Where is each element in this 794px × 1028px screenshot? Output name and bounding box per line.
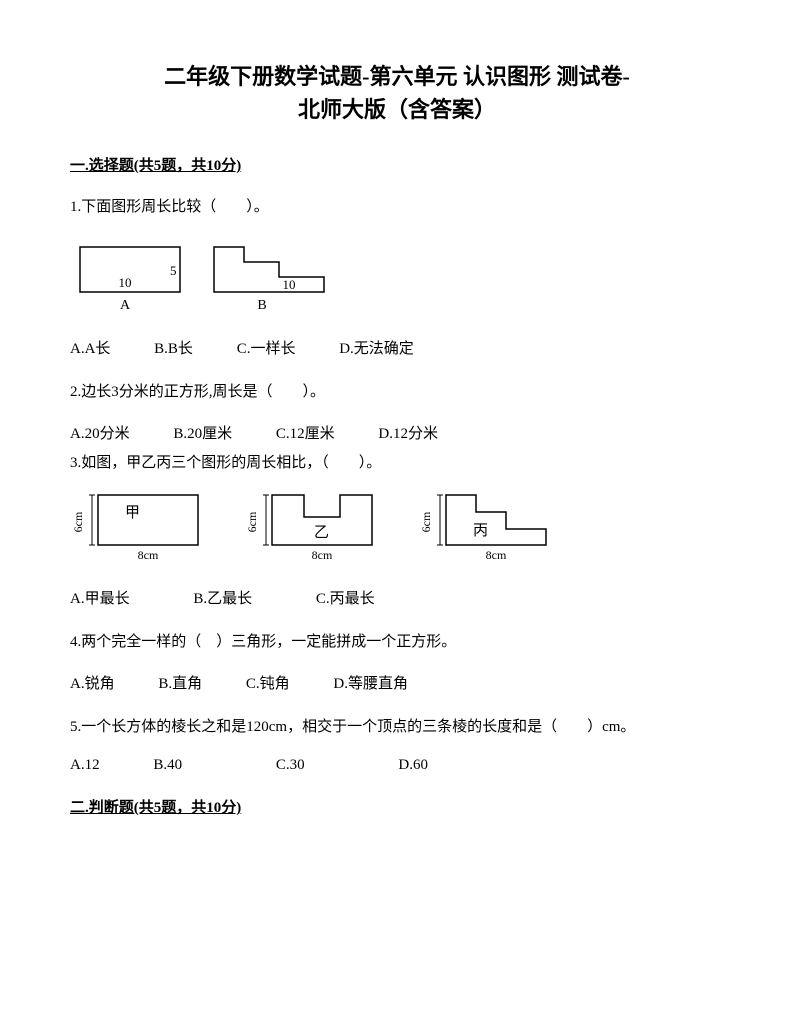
q3-fig1-h: 6cm: [71, 511, 85, 532]
q3-figure-3: 丙 6cm 8cm: [418, 487, 558, 567]
q4-opt-c: C.钝角: [246, 672, 290, 693]
q2-opt-d: D.12分米: [378, 422, 438, 443]
section-1-header: 一.选择题(共5题，共10分): [70, 154, 724, 175]
section-2-header: 二.判断题(共5题，共10分): [70, 796, 724, 817]
q2-opt-a: A.20分米: [70, 422, 130, 443]
q5-opt-a: A.12: [70, 757, 100, 774]
q5-options: A.12 B.40 C.30 D.60: [70, 757, 724, 774]
q1-text: 1.下面图形周长比较（ ）。: [70, 195, 724, 219]
q3-opt-c: C.丙最长: [316, 587, 375, 608]
q3-fig3-w: 8cm: [486, 548, 507, 562]
q3-opt-b: B.乙最长: [193, 587, 252, 608]
q4-opt-b: B.直角: [158, 672, 202, 693]
q4-options: A.锐角 B.直角 C.钝角 D.等腰直角: [70, 672, 724, 693]
q5-text: 5.一个长方体的棱长之和是120cm，相交于一个顶点的三条棱的长度和是（ ）cm…: [70, 715, 724, 739]
q1-opt-c: C.一样长: [237, 337, 296, 358]
q5-opt-c: C.30: [276, 757, 305, 774]
title-line-2: 北师大版（含答案）: [298, 97, 496, 122]
q2-opt-c: C.12厘米: [276, 422, 335, 443]
q3-opt-a: A.甲最长: [70, 587, 130, 608]
q1-figures: 10 5 A 10 B: [70, 237, 724, 317]
q1-figure-a: 10 5 A: [70, 237, 200, 317]
q3-fig1-w: 8cm: [138, 548, 159, 562]
q1-figure-b: 10 B: [204, 237, 344, 317]
q3-fig3-h: 6cm: [419, 511, 433, 532]
q1-opt-d: D.无法确定: [339, 337, 414, 358]
q3-options: A.甲最长 B.乙最长 C.丙最长: [70, 587, 724, 608]
q1-figb-width: 10: [283, 277, 296, 292]
q2-opt-b: B.20厘米: [173, 422, 232, 443]
q1-figa-label: A: [120, 298, 131, 313]
q3-figure-1: 甲 6cm 8cm: [70, 487, 210, 567]
q2-text: 2.边长3分米的正方形,周长是（ ）。: [70, 380, 724, 404]
q5-opt-d: D.60: [398, 757, 428, 774]
q1-figa-height: 5: [170, 263, 177, 278]
q1-opt-b: B.B长: [154, 337, 193, 358]
q4-text: 4.两个完全一样的（ ）三角形，一定能拼成一个正方形。: [70, 630, 724, 654]
exam-page: 二年级下册数学试题-第六单元 认识图形 测试卷- 北师大版（含答案） 一.选择题…: [0, 0, 794, 1028]
q2-options: A.20分米 B.20厘米 C.12厘米 D.12分米: [70, 422, 724, 443]
q3-fig3-label: 丙: [473, 523, 488, 539]
q5-opt-b: B.40: [153, 757, 182, 774]
q3-fig2-w: 8cm: [312, 548, 333, 562]
q3-figure-2: 乙 6cm 8cm: [244, 487, 384, 567]
q1-figb-label: B: [257, 298, 266, 313]
q3-fig1-label: 甲: [125, 505, 140, 521]
title-line-1: 二年级下册数学试题-第六单元 认识图形 测试卷-: [164, 64, 630, 89]
q4-opt-d: D.等腰直角: [333, 672, 408, 693]
q3-fig2-h: 6cm: [245, 511, 259, 532]
q1-options: A.A长 B.B长 C.一样长 D.无法确定: [70, 337, 724, 358]
q3-figures: 甲 6cm 8cm 乙 6cm 8cm 丙 6cm 8cm: [70, 487, 724, 567]
exam-title: 二年级下册数学试题-第六单元 认识图形 测试卷- 北师大版（含答案）: [70, 60, 724, 126]
q4-opt-a: A.锐角: [70, 672, 115, 693]
q3-text: 3.如图，甲乙丙三个图形的周长相比，（ ）。: [70, 451, 724, 475]
q1-opt-a: A.A长: [70, 337, 110, 358]
q3-fig2-label: 乙: [314, 525, 329, 541]
q1-figa-width: 10: [119, 275, 132, 290]
